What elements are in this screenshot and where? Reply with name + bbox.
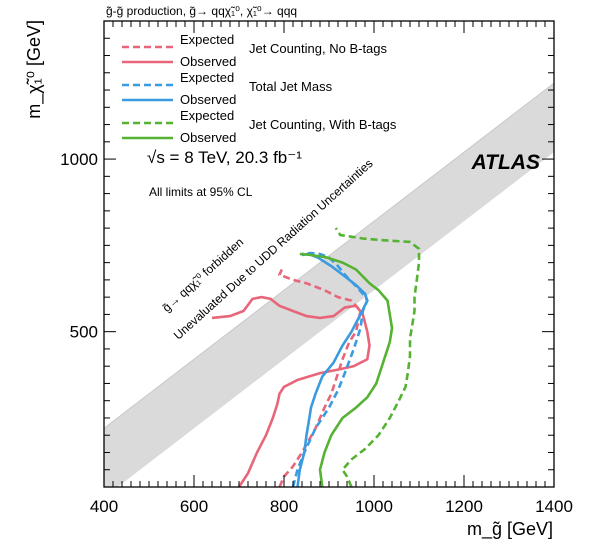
ticks-layer: 400 600 800 1000 1200 1400 500 1000 [60, 20, 573, 516]
energy-label: √s = 8 TeV, 20.3 fb⁻¹ [147, 148, 302, 167]
x-tick-label: 400 [90, 497, 118, 516]
forbidden-band [104, 83, 554, 487]
y-tick-label: 500 [70, 323, 98, 342]
legend-group-name: Jet Counting, No B-tags [249, 41, 388, 56]
x-tick-label: 1400 [535, 497, 573, 516]
series-layer [211, 227, 421, 487]
legend-label-expected: Expected [180, 70, 234, 85]
legend-group-name: Jet Counting, With B-tags [249, 117, 397, 132]
x-tick-label: 600 [180, 497, 208, 516]
series-line-6 [299, 252, 394, 487]
legend-group-name: Total Jet Mass [249, 79, 333, 94]
series-line-4 [296, 252, 369, 487]
cl-label: All limits at 95% CL [149, 185, 253, 199]
x-tick-label: 1000 [355, 497, 393, 516]
legend-label-observed: Observed [180, 54, 236, 69]
forbidden-boundary-line [104, 82, 554, 429]
experiment-label: ATLAS [471, 151, 540, 174]
x-tick-label: 800 [270, 497, 298, 516]
legend-label-expected: Expected [180, 108, 234, 123]
y-axis-label: m_χ̃₁⁰ [GeV] [24, 20, 45, 119]
y-tick-label: 1000 [60, 150, 98, 169]
series-line-1 [277, 268, 362, 487]
x-tick-label: 1200 [445, 497, 483, 516]
x-axis-label: m_g̃ [GeV] [467, 519, 553, 540]
legend-label-observed: Observed [180, 92, 236, 107]
series-line-5 [334, 227, 421, 487]
legend-label-expected: Expected [180, 32, 234, 47]
chart-title: g̃-g̃ production, g̃→ qqχ̃₁⁰, χ̃₁⁰→ qqq [106, 4, 297, 18]
series-line-2 [211, 295, 371, 487]
legend-label-observed: Observed [180, 130, 236, 145]
